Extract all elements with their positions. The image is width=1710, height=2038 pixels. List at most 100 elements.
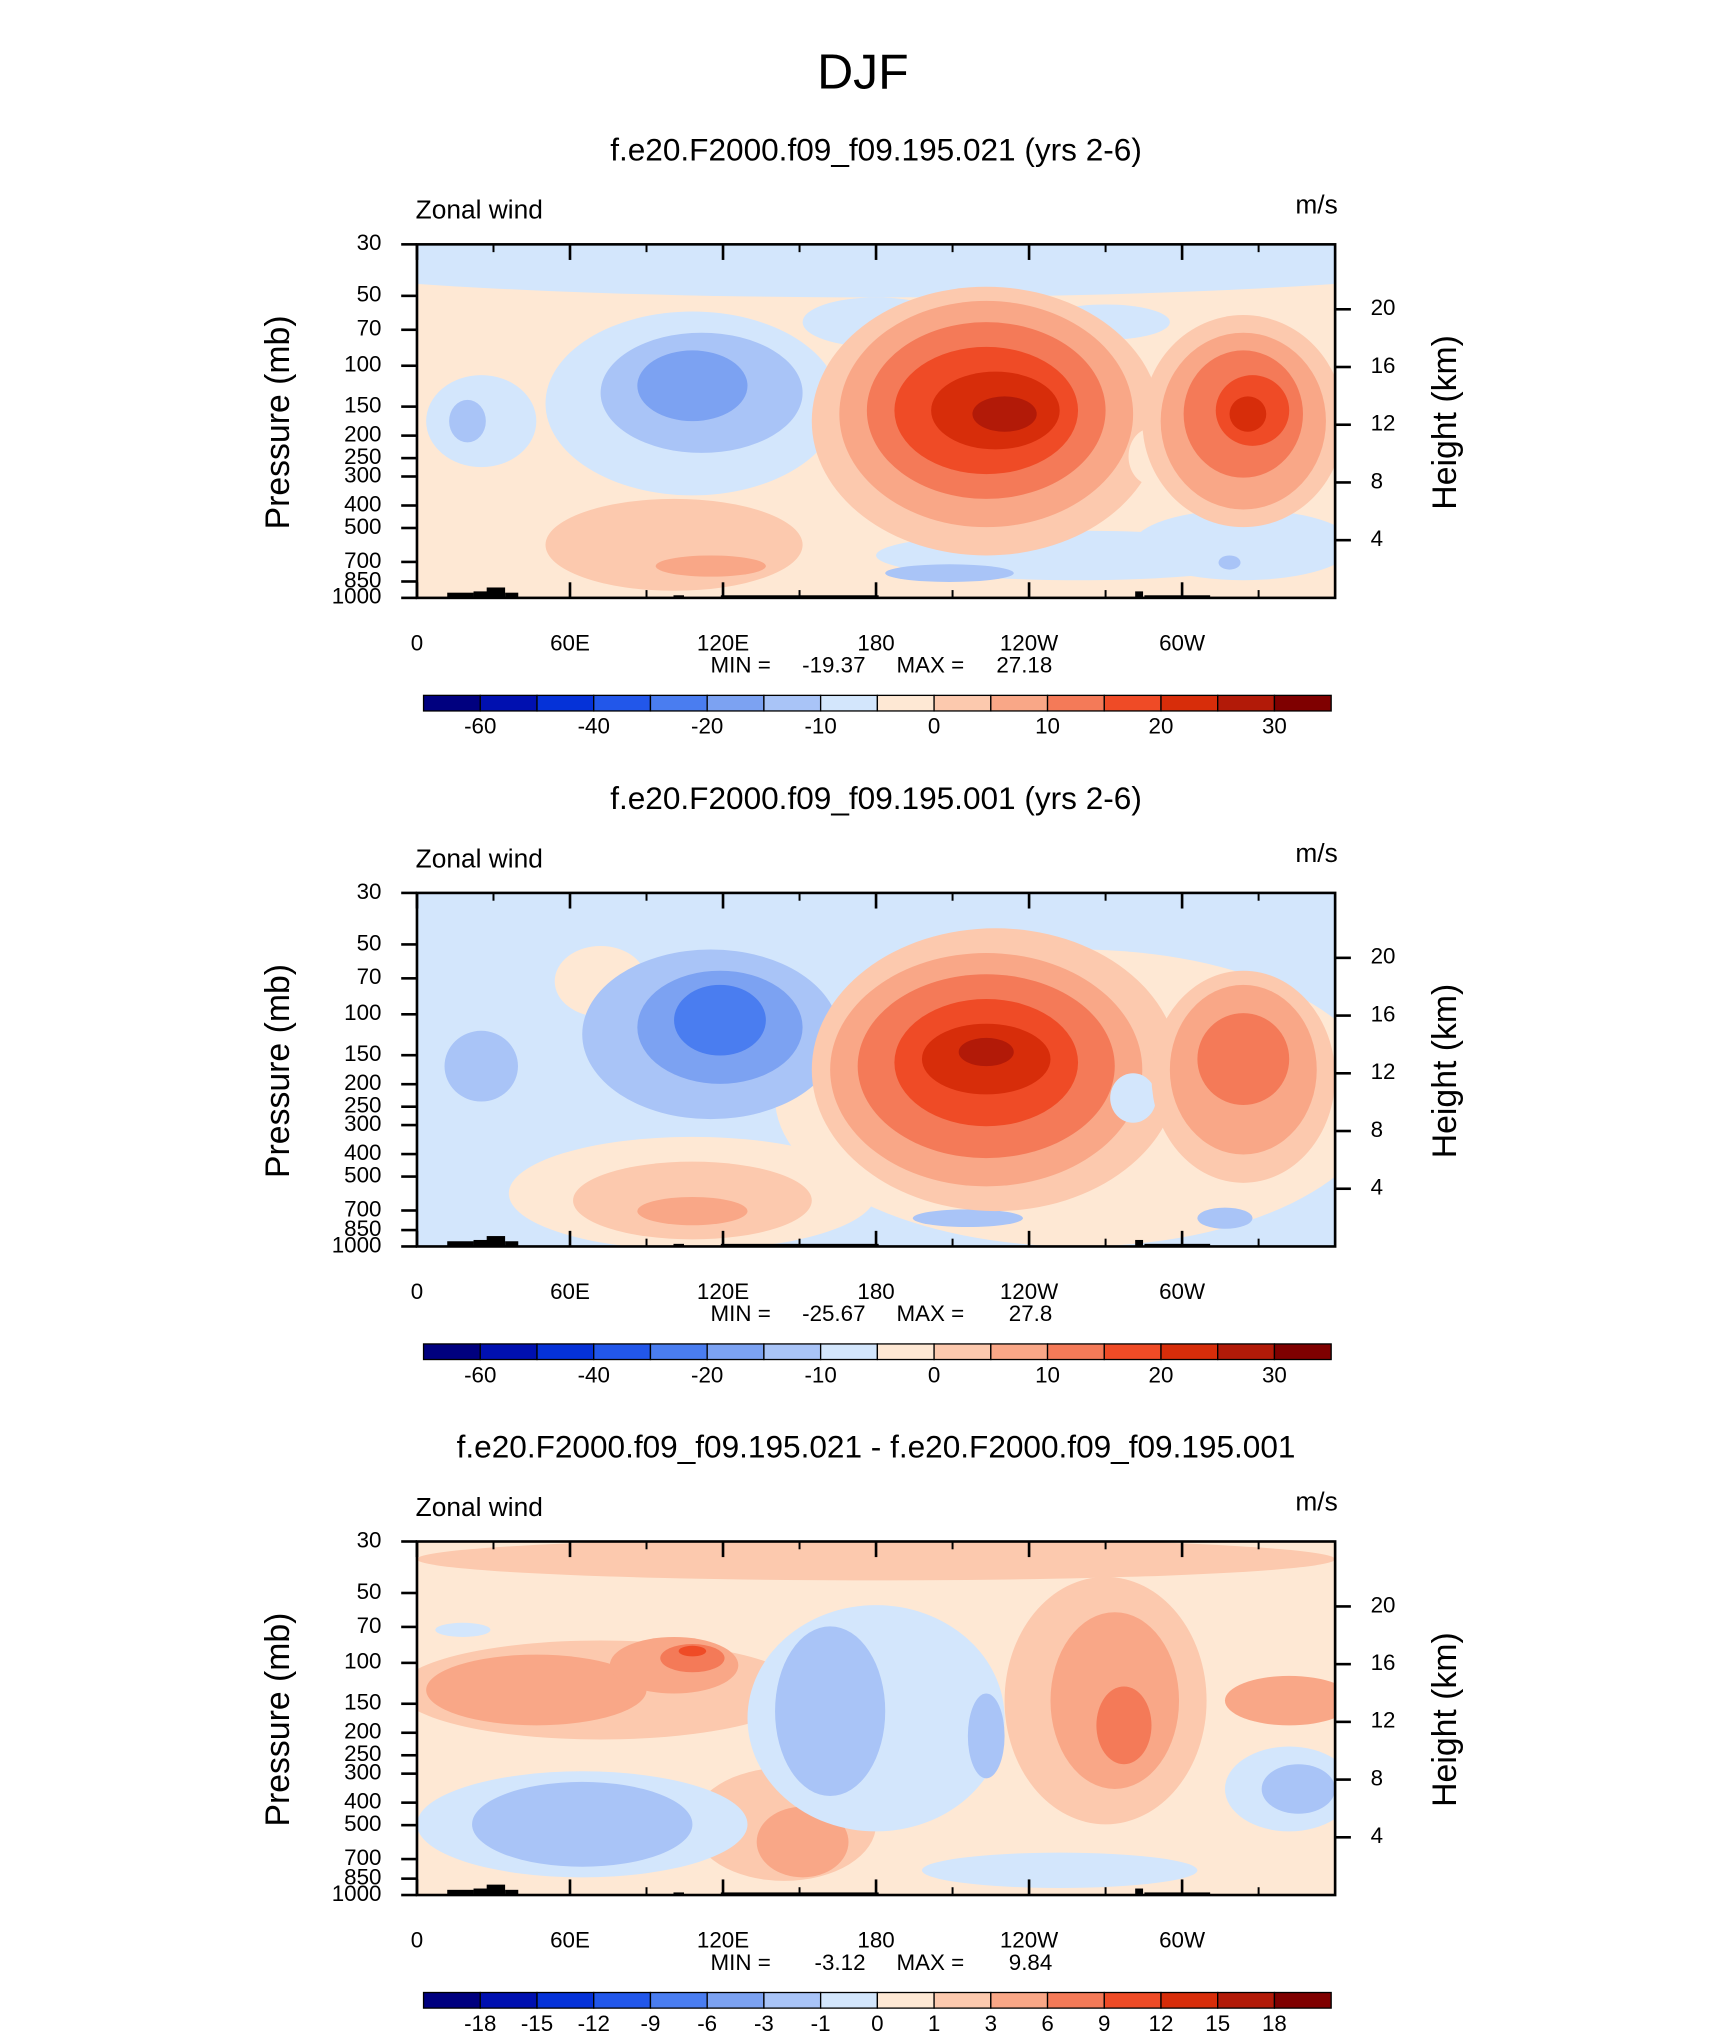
x-tick-label: 0 xyxy=(411,1279,423,1304)
y-tick-label: 300 xyxy=(344,462,381,487)
topography xyxy=(673,595,684,598)
colorbar-box xyxy=(1217,694,1276,712)
colorbar-box xyxy=(819,1343,879,1361)
x-tick-label: 180 xyxy=(857,631,894,656)
colorbar-box xyxy=(422,1991,481,2009)
panel-title: f.e20.F2000.f09_f09.195.001 (yrs 2-6) xyxy=(610,781,1142,816)
contour-region xyxy=(417,1541,1335,1581)
contour-region xyxy=(472,1781,693,1867)
variable-label: Zonal wind xyxy=(416,843,543,873)
contour-region xyxy=(435,1622,491,1637)
contour-field xyxy=(416,244,1336,598)
units-label: m/s xyxy=(1295,190,1337,220)
colorbar-box xyxy=(933,694,992,712)
x-tick-label: 60W xyxy=(1159,1928,1205,1953)
contour-region xyxy=(449,399,486,443)
y-tick-label: 200 xyxy=(344,1719,381,1744)
contour-region xyxy=(660,1644,725,1673)
y-axis-label: Pressure (mb) xyxy=(259,964,297,1178)
colorbar-label: 0 xyxy=(928,1362,940,1387)
x-tick-label: 60E xyxy=(550,1279,590,1304)
y-tick-label: 700 xyxy=(344,1845,381,1870)
colorbar-label: 30 xyxy=(1262,714,1287,739)
colorbar-label: -20 xyxy=(691,1362,723,1387)
colorbar-box xyxy=(819,1991,879,2009)
colorbar-label: 1 xyxy=(928,2011,940,2036)
y2-tick-label: 8 xyxy=(1371,468,1383,493)
max-label: MAX = xyxy=(896,1301,964,1326)
x-tick-label: 120W xyxy=(1000,631,1058,656)
contour-region xyxy=(545,498,803,591)
colorbar-box xyxy=(1273,694,1332,712)
colorbar-label: -15 xyxy=(521,2011,553,2036)
y2-tick-label: 20 xyxy=(1371,944,1396,969)
colorbar-box xyxy=(649,1343,708,1361)
colorbar-box xyxy=(763,1343,822,1361)
colorbar-label: 3 xyxy=(985,2011,997,2036)
x-tick-label: 60W xyxy=(1159,1279,1205,1304)
min-label: MIN = xyxy=(711,1950,771,1975)
y-tick-label: 200 xyxy=(344,422,381,447)
colorbar-label: -10 xyxy=(804,1362,836,1387)
colorbar-label: 12 xyxy=(1149,2011,1174,2036)
contour-region xyxy=(756,1806,849,1878)
colorbar-box xyxy=(876,1343,935,1361)
colorbar-label: 10 xyxy=(1035,714,1060,739)
topography xyxy=(447,1889,474,1896)
y-tick-label: 400 xyxy=(344,1789,381,1814)
colorbar-box xyxy=(933,1343,992,1361)
colorbar-label: 15 xyxy=(1205,2011,1230,2036)
y-tick-label: 200 xyxy=(344,1070,381,1095)
contour-region xyxy=(1229,396,1267,432)
y2-tick-label: 16 xyxy=(1371,1650,1396,1675)
x-tick-label: 60E xyxy=(550,1928,590,1953)
contour-region xyxy=(1224,1675,1336,1726)
y2-tick-label: 16 xyxy=(1371,1002,1396,1027)
contour-region xyxy=(1197,1013,1290,1106)
colorbar-label: -12 xyxy=(578,2011,610,2036)
colorbar-box xyxy=(876,1991,935,2009)
colorbar-label: -40 xyxy=(578,714,610,739)
y-tick-label: 70 xyxy=(357,1613,382,1638)
y2-tick-label: 4 xyxy=(1371,1823,1383,1848)
y-tick-label: 50 xyxy=(357,1579,382,1604)
colorbar-box xyxy=(706,694,765,712)
y-tick-label: 250 xyxy=(344,444,381,469)
y-tick-label: 850 xyxy=(344,1865,381,1890)
colorbar-box xyxy=(1046,1991,1105,2009)
y-tick-label: 400 xyxy=(344,1140,381,1165)
panel-title: f.e20.F2000.f09_f09.195.021 - f.e20.F200… xyxy=(457,1430,1296,1465)
x-tick-label: 0 xyxy=(411,631,423,656)
colorbar-box xyxy=(536,694,595,712)
colorbar-box xyxy=(1217,1343,1276,1361)
y2-axis-label: Height (km) xyxy=(1426,335,1464,510)
y-tick-label: 500 xyxy=(344,1163,381,1188)
y-tick-label: 850 xyxy=(344,567,381,592)
contour-region xyxy=(775,1626,886,1797)
contour-field xyxy=(416,892,1336,1247)
colorbar-label: -18 xyxy=(464,2011,496,2036)
colorbar-label: 10 xyxy=(1035,1362,1060,1387)
y-tick-label: 250 xyxy=(344,1093,381,1118)
y-tick-label: 700 xyxy=(344,548,381,573)
x-tick-label: 0 xyxy=(411,1928,423,1953)
topography xyxy=(673,1243,684,1247)
colorbar-label: -40 xyxy=(578,1362,610,1387)
colorbar-label: -60 xyxy=(464,1362,496,1387)
colorbar-box xyxy=(1103,1991,1162,2009)
panel-title: f.e20.F2000.f09_f09.195.021 (yrs 2-6) xyxy=(610,132,1142,167)
topography xyxy=(447,592,474,598)
colorbar-box xyxy=(649,694,708,712)
contour-region xyxy=(637,350,748,422)
y-tick-label: 850 xyxy=(344,1216,381,1241)
variable-label: Zonal wind xyxy=(416,1492,543,1522)
colorbar-box xyxy=(593,1991,652,2009)
topography xyxy=(1135,1888,1144,1896)
figure-title: DJF xyxy=(817,44,909,100)
y-tick-label: 500 xyxy=(344,514,381,539)
colorbar-box xyxy=(422,694,481,712)
y-tick-label: 150 xyxy=(344,1041,381,1066)
topography xyxy=(1135,591,1144,598)
max-value: 27.8 xyxy=(1009,1301,1053,1326)
colorbar-box xyxy=(479,1343,538,1361)
